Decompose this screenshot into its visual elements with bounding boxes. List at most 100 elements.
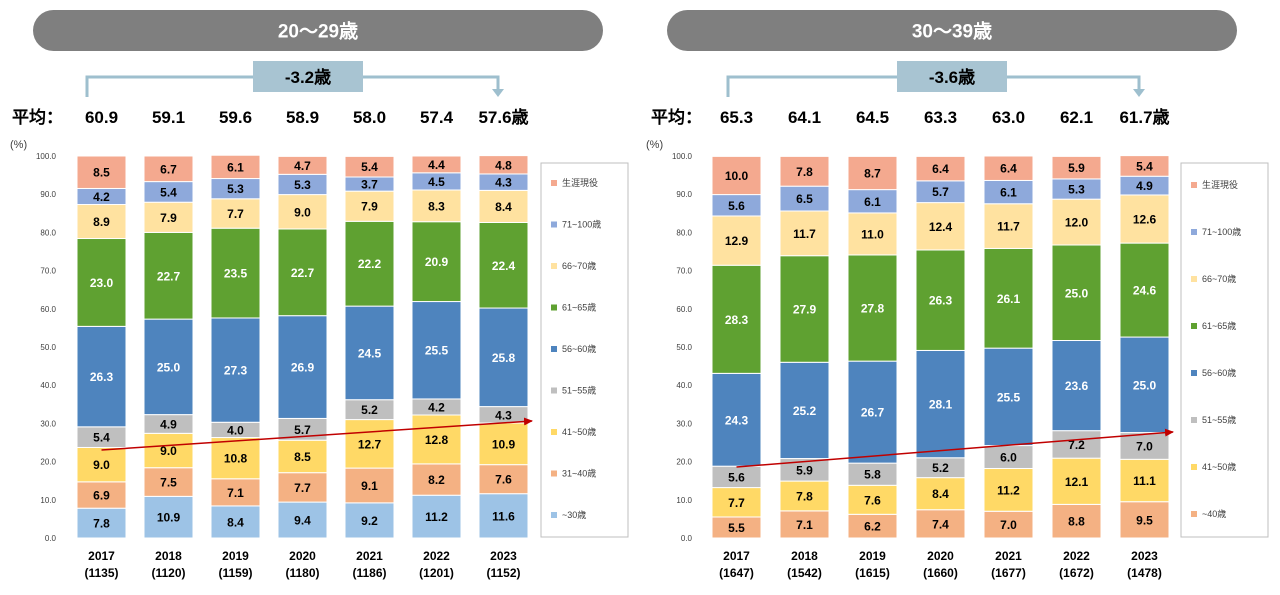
panel2-data-label: 5.3 bbox=[1068, 183, 1085, 197]
panel1-segment bbox=[277, 501, 328, 539]
panel2-legend-swatch bbox=[1191, 370, 1197, 376]
panel1-legend-label: 66~70歳 bbox=[562, 260, 596, 271]
panel1-data-label: 4.3 bbox=[495, 176, 512, 190]
panel2-x-label: 2022 bbox=[1063, 549, 1090, 563]
panel2-data-label: 26.7 bbox=[861, 406, 885, 420]
panel1-data-label: 4.9 bbox=[160, 417, 177, 431]
panel1-data-label: 9.0 bbox=[93, 458, 110, 472]
panel2-data-label: 5.8 bbox=[864, 468, 881, 482]
panel2-y-tick: 10.0 bbox=[676, 496, 692, 505]
panel1-data-label: 26.9 bbox=[291, 361, 315, 375]
panel1-data-label: 9.0 bbox=[160, 444, 177, 458]
panel1-data-label: 11.6 bbox=[492, 509, 515, 523]
panel2-legend-swatch bbox=[1191, 511, 1197, 517]
panel2-y-tick: 30.0 bbox=[676, 419, 692, 428]
panel1-data-label: 27.3 bbox=[224, 364, 248, 378]
panel1-x-count: (1201) bbox=[419, 566, 454, 580]
panel2-legend-swatch bbox=[1191, 417, 1197, 423]
panel1-data-label: 4.7 bbox=[294, 159, 311, 173]
panel2-segment bbox=[779, 255, 830, 363]
panel1-data-label: 7.1 bbox=[227, 486, 244, 500]
panel1-data-label: 5.3 bbox=[227, 182, 244, 196]
panel1-legend-label: 51~55歳 bbox=[562, 385, 596, 396]
panel1-legend-swatch bbox=[551, 180, 557, 186]
panel2-x-count: (1660) bbox=[923, 566, 958, 580]
panel2-data-label: 7.2 bbox=[1068, 438, 1085, 452]
panel2-segment bbox=[915, 155, 966, 182]
panel2-data-label: 11.2 bbox=[997, 483, 1020, 497]
panel2-legend-label: 51~55歳 bbox=[1202, 414, 1236, 425]
panel2-data-label: 23.6 bbox=[1065, 379, 1089, 393]
panel1-bar-2018: 10.9 7.5 9.0 4.9 25.0 22.7 7.9 5.4 6.7 bbox=[143, 155, 194, 539]
panel1-legend-label: 71~100歳 bbox=[562, 219, 601, 230]
panel2-y-tick: 20.0 bbox=[676, 458, 692, 467]
panel2-data-label: 5.5 bbox=[728, 521, 745, 535]
panel2-average-value: 61.7歳 bbox=[1119, 107, 1169, 127]
panel1-data-label: 5.7 bbox=[294, 423, 311, 437]
panel2-average-label: 平均： bbox=[651, 107, 702, 127]
panel1-x-count: (1120) bbox=[151, 566, 185, 580]
panel2-x-label: 2019 bbox=[859, 549, 886, 563]
panel2-unit-label: (%) bbox=[646, 139, 663, 151]
panel2-segment bbox=[711, 372, 762, 467]
panel2-segment bbox=[915, 202, 966, 251]
panel2-segment bbox=[915, 249, 966, 351]
panel2-segment bbox=[847, 155, 898, 191]
panel2-bar-2020: 7.4 8.4 5.2 28.1 26.3 12.4 5.7 6.4 bbox=[915, 155, 966, 539]
panel2-y-tick: 80.0 bbox=[676, 228, 692, 237]
panel1-data-label: 25.0 bbox=[157, 360, 181, 374]
panel2-data-label: 12.6 bbox=[1133, 213, 1157, 227]
panel2-data-label: 5.6 bbox=[728, 199, 745, 213]
panel1-segment bbox=[478, 189, 529, 223]
panel2-data-label: 8.7 bbox=[864, 166, 881, 180]
panel2-data-label: 6.4 bbox=[1000, 162, 1017, 176]
panel2-data-label: 5.7 bbox=[932, 185, 949, 199]
panel1-segment bbox=[411, 463, 462, 496]
panel2-segment bbox=[1119, 194, 1170, 244]
panel1-data-label: 7.9 bbox=[160, 211, 177, 225]
panel1-data-label: 7.7 bbox=[294, 481, 311, 495]
panel2-data-label: 5.6 bbox=[728, 470, 745, 484]
panel1-segment bbox=[478, 464, 529, 495]
panel1-segment bbox=[411, 221, 462, 303]
panel1-x-count: (1180) bbox=[285, 566, 319, 580]
panel2-data-label: 6.1 bbox=[1000, 186, 1017, 200]
panel1-y-tick: 20.0 bbox=[40, 458, 56, 467]
panel1-legend-label: 31~40歳 bbox=[562, 468, 596, 479]
panel2-bar-2023: 9.5 11.1 7.0 25.0 24.6 12.6 4.9 5.4 bbox=[1119, 155, 1170, 539]
panel2-segment bbox=[779, 155, 830, 187]
panel2-segment bbox=[915, 349, 966, 459]
panel1-data-label: 9.0 bbox=[294, 205, 311, 219]
panel1-segment bbox=[478, 155, 529, 175]
panel1-data-label: 7.7 bbox=[227, 207, 244, 221]
panel1-segment bbox=[210, 227, 261, 319]
panel2-data-label: 7.7 bbox=[728, 496, 745, 510]
panel1-legend-label: 41~50歳 bbox=[562, 426, 596, 437]
panel2-data-label: 7.0 bbox=[1000, 518, 1017, 532]
panel2-x-label: 2017 bbox=[723, 549, 750, 563]
panel1-y-tick: 90.0 bbox=[40, 190, 56, 199]
panel1-y-tick: 30.0 bbox=[40, 419, 56, 428]
panel1-legend-swatch bbox=[551, 387, 557, 394]
panel1-segment bbox=[478, 221, 529, 309]
panel2-data-label: 5.4 bbox=[1136, 159, 1153, 173]
panel2-data-label: 12.0 bbox=[1065, 216, 1089, 230]
panel2-data-label: 5.9 bbox=[796, 463, 813, 477]
panel1-data-label: 6.7 bbox=[160, 162, 177, 176]
panel2-legend-label: 41~50歳 bbox=[1202, 461, 1236, 472]
panel1-segment bbox=[210, 505, 261, 539]
panel2-data-label: 7.6 bbox=[864, 493, 881, 507]
panel1-data-label: 9.1 bbox=[361, 479, 378, 493]
panel1-data-label: 22.2 bbox=[358, 257, 382, 271]
panel1-data-label: 25.8 bbox=[492, 351, 516, 365]
panel1-data-label: 10.8 bbox=[224, 452, 248, 466]
panel2-data-label: 11.0 bbox=[861, 227, 884, 241]
panel2-x-count: (1647) bbox=[719, 566, 754, 580]
panel2-segment bbox=[915, 477, 966, 511]
panel1-segment bbox=[76, 325, 127, 428]
panel1-data-label: 9.2 bbox=[361, 514, 378, 528]
panel1-average-value: 57.6歳 bbox=[478, 107, 528, 127]
panel2-segment bbox=[1051, 430, 1102, 459]
panel2-data-label: 25.2 bbox=[793, 404, 817, 418]
